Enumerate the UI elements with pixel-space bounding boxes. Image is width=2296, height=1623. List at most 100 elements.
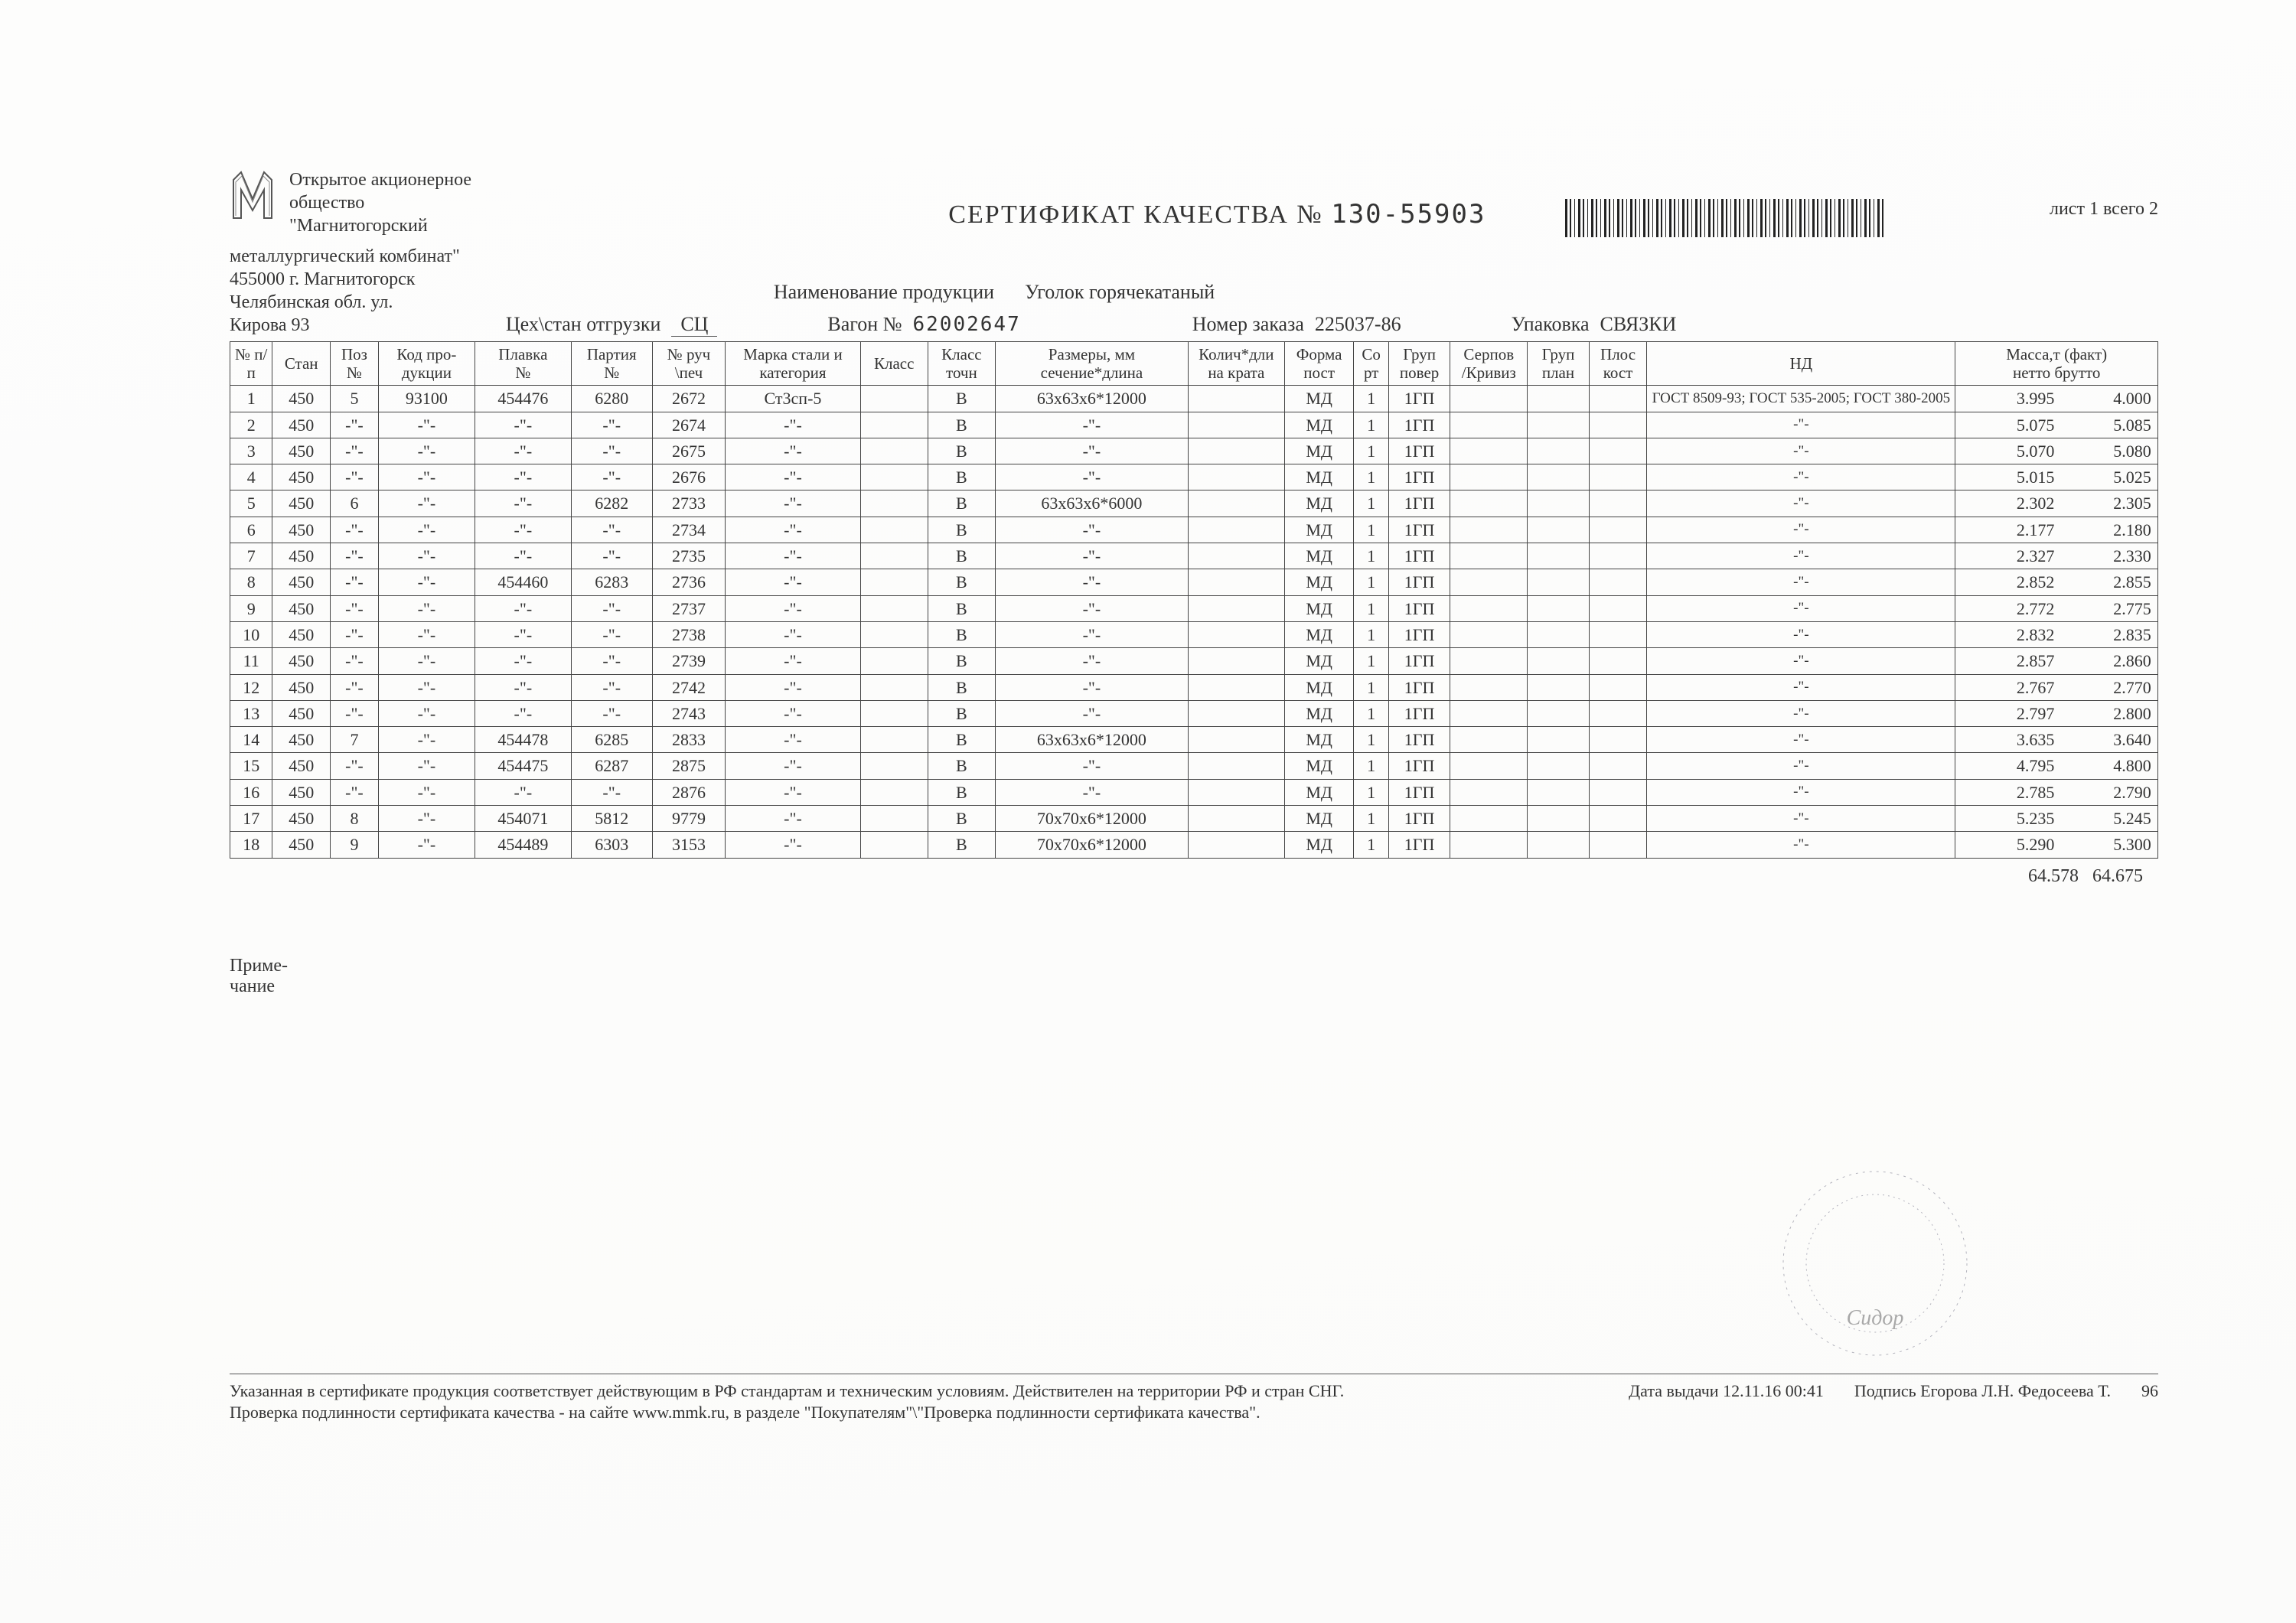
cell-razm: -"- — [995, 700, 1188, 726]
cell-plos — [1589, 517, 1647, 543]
cell-mass: 2.327 2.330 — [1955, 543, 2158, 569]
cell-serp — [1450, 517, 1528, 543]
cell-nd: ГОСТ 8509-93; ГОСТ 535-2005; ГОСТ 380-20… — [1647, 386, 1955, 412]
product-value: Уголок горячекатаный — [1025, 281, 1215, 304]
cell-n: 10 — [230, 621, 272, 647]
table-row: 12450-"--"--"--"-2742-"-В-"-МД11ГП-"-2.7… — [230, 674, 2158, 700]
cell-mark: -"- — [726, 753, 860, 779]
cell-klass — [860, 464, 928, 490]
cell-mass: 3.635 3.640 — [1955, 727, 2158, 753]
cell-poz: 8 — [330, 806, 378, 832]
cell-tochn: В — [928, 438, 995, 464]
cell-serp — [1450, 490, 1528, 517]
col-header: Сорт — [1354, 342, 1388, 386]
cell-part: 6303 — [571, 832, 652, 858]
cert-title: СЕРТИФИКАТ КАЧЕСТВА № 130-55903 — [948, 199, 1486, 230]
table-row: 10450-"--"--"--"-2738-"-В-"-МД11ГП-"-2.8… — [230, 621, 2158, 647]
cell-kod: -"- — [378, 438, 475, 464]
cell-kod: -"- — [378, 595, 475, 621]
cell-plos — [1589, 386, 1647, 412]
cell-klass — [860, 490, 928, 517]
cell-grup: 1ГП — [1388, 543, 1450, 569]
header-row: № п/пСтанПоз №Код про-дукцииПлавка№Парти… — [230, 342, 2158, 386]
cell-part: -"- — [571, 700, 652, 726]
cell-n: 7 — [230, 543, 272, 569]
cell-stan: 450 — [272, 438, 331, 464]
cell-razm: 70х70х6*12000 — [995, 832, 1188, 858]
cell-grup: 1ГП — [1388, 595, 1450, 621]
cell-plav: -"- — [475, 464, 571, 490]
cell-n: 15 — [230, 753, 272, 779]
cell-mass: 5.015 5.025 — [1955, 464, 2158, 490]
disclaimer2: Проверка подлинности сертификата качеств… — [230, 1402, 1598, 1424]
cell-serp — [1450, 753, 1528, 779]
cell-ruch: 2676 — [652, 464, 726, 490]
cell-ruch: 2743 — [652, 700, 726, 726]
cell-n: 11 — [230, 648, 272, 674]
cell-kol — [1188, 386, 1284, 412]
cell-forma: МД — [1284, 806, 1354, 832]
cell-kol — [1188, 464, 1284, 490]
table-row: 15450-"--"-45447562872875-"-В-"-МД11ГП-"… — [230, 753, 2158, 779]
cell-kod: 93100 — [378, 386, 475, 412]
cell-part: 6285 — [571, 727, 652, 753]
col-header: Марка стали икатегория — [726, 342, 860, 386]
cell-poz: -"- — [330, 569, 378, 595]
addr1: 455000 г. Магнитогорск — [230, 268, 460, 291]
sub-header: металлургический комбинат" 455000 г. Маг… — [230, 245, 2158, 337]
cell-grup: 1ГП — [1388, 753, 1450, 779]
cell-poz: -"- — [330, 700, 378, 726]
cell-ruch: 2674 — [652, 412, 726, 438]
cell-kol — [1188, 779, 1284, 805]
table-row: 3450-"--"--"--"-2675-"-В-"-МД11ГП-"-5.07… — [230, 438, 2158, 464]
cell-sort: 1 — [1354, 543, 1388, 569]
shop-label: Цех\стан отгрузки — [506, 313, 661, 336]
cert-number: 130-55903 — [1331, 199, 1486, 230]
cell-plav: 454460 — [475, 569, 571, 595]
cell-sort: 1 — [1354, 438, 1388, 464]
cell-poz: -"- — [330, 621, 378, 647]
cell-ruch: 2734 — [652, 517, 726, 543]
cell-kol — [1188, 806, 1284, 832]
cell-serp — [1450, 648, 1528, 674]
cell-stan: 450 — [272, 517, 331, 543]
cell-n: 12 — [230, 674, 272, 700]
cell-tochn: В — [928, 753, 995, 779]
cell-mark: -"- — [726, 674, 860, 700]
cell-tochn: В — [928, 806, 995, 832]
col-header: НД — [1647, 342, 1955, 386]
cell-plav: -"- — [475, 621, 571, 647]
disclaimer1: Указанная в сертификате продукция соотве… — [230, 1380, 1598, 1403]
cell-mark: -"- — [726, 832, 860, 858]
cell-razm: 63х63х6*12000 — [995, 727, 1188, 753]
cell-part: -"- — [571, 779, 652, 805]
cell-grup: 1ГП — [1388, 490, 1450, 517]
cell-klass — [860, 806, 928, 832]
cell-tochn: В — [928, 490, 995, 517]
table-row: 11450-"--"--"--"-2739-"-В-"-МД11ГП-"-2.8… — [230, 648, 2158, 674]
cell-forma: МД — [1284, 569, 1354, 595]
cell-kod: -"- — [378, 517, 475, 543]
cell-plav: -"- — [475, 543, 571, 569]
table-row: 16450-"--"--"--"-2876-"-В-"-МД11ГП-"-2.7… — [230, 779, 2158, 805]
table-row: 13450-"--"--"--"-2743-"-В-"-МД11ГП-"-2.7… — [230, 700, 2158, 726]
cell-part: 6282 — [571, 490, 652, 517]
cell-kod: -"- — [378, 412, 475, 438]
cell-sort: 1 — [1354, 412, 1388, 438]
cell-ruch: 2733 — [652, 490, 726, 517]
cell-plos — [1589, 543, 1647, 569]
cell-nd: -"- — [1647, 753, 1955, 779]
cell-klass — [860, 700, 928, 726]
cell-tochn: В — [928, 464, 995, 490]
cell-stan: 450 — [272, 727, 331, 753]
cell-mark: -"- — [726, 621, 860, 647]
cell-part: -"- — [571, 517, 652, 543]
cell-poz: -"- — [330, 438, 378, 464]
cell-kol — [1188, 490, 1284, 517]
cell-plos — [1589, 595, 1647, 621]
pack-label: Упаковка — [1512, 313, 1590, 336]
cell-forma: МД — [1284, 700, 1354, 726]
cell-part: 6280 — [571, 386, 652, 412]
cell-razm: -"- — [995, 569, 1188, 595]
cert-table: № п/пСтанПоз №Код про-дукцииПлавка№Парти… — [230, 341, 2158, 859]
